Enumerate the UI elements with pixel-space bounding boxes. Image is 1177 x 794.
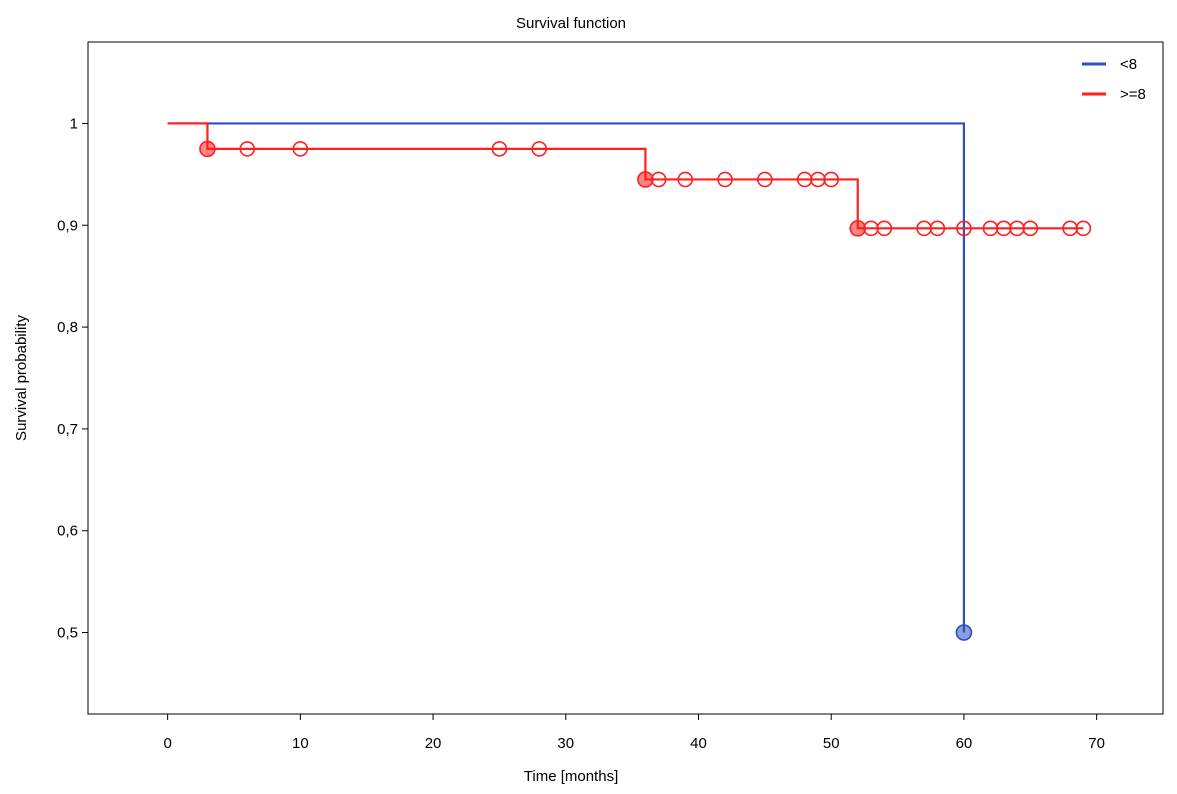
- x-tick-label: 10: [292, 735, 309, 752]
- event-marker: [955, 624, 973, 641]
- y-axis-label: Survival probability: [13, 315, 30, 441]
- y-tick-label: 0,8: [57, 319, 78, 336]
- chart-title: Survival function: [516, 15, 626, 32]
- y-tick-label: 0,9: [57, 217, 78, 234]
- x-tick-label: 70: [1088, 735, 1105, 752]
- x-axis-label: Time [months]: [524, 768, 618, 785]
- y-tick-label: 1: [70, 115, 78, 132]
- event-marker: [637, 171, 654, 188]
- x-tick-label: 60: [956, 735, 973, 752]
- censored-marker: [876, 220, 893, 237]
- censored-marker: [956, 220, 972, 237]
- censored-marker: [929, 220, 946, 237]
- legend: <8 >=8: [1082, 56, 1146, 103]
- censored-marker: [757, 171, 773, 188]
- x-tick-label: 50: [823, 735, 840, 752]
- legend-label: <8: [1120, 56, 1137, 73]
- x-axis-ticks: 0 10 20 30 40 50 60 70: [163, 714, 1105, 752]
- x-tick-label: 30: [557, 735, 574, 752]
- y-tick-label: 0,6: [57, 523, 78, 540]
- censored-marker: [239, 141, 256, 157]
- legend-label: >=8: [1120, 86, 1146, 103]
- series-1: [167, 122, 1092, 237]
- event-marker: [849, 220, 867, 237]
- y-axis-ticks: 0,5 0,6 0,7 0,8 0,9 1: [57, 115, 88, 642]
- series-layer: [167, 122, 1092, 641]
- survival-step-line: [167, 122, 966, 633]
- plot-area: [87, 41, 1164, 715]
- x-tick-label: 0: [163, 735, 171, 752]
- survival-step-line: [167, 122, 1084, 230]
- series-0: [167, 122, 973, 641]
- censored-marker: [491, 141, 508, 157]
- censored-marker: [717, 171, 733, 188]
- y-tick-label: 0,5: [57, 625, 78, 642]
- censored-marker: [531, 141, 548, 157]
- censored-marker: [677, 171, 694, 188]
- x-tick-label: 20: [425, 735, 442, 752]
- censored-marker: [1022, 220, 1039, 237]
- censored-marker: [292, 141, 309, 157]
- event-marker: [199, 140, 216, 158]
- censored-marker: [1075, 220, 1092, 237]
- censored-marker: [823, 171, 840, 188]
- x-tick-label: 40: [690, 735, 707, 752]
- y-tick-label: 0,7: [57, 421, 78, 438]
